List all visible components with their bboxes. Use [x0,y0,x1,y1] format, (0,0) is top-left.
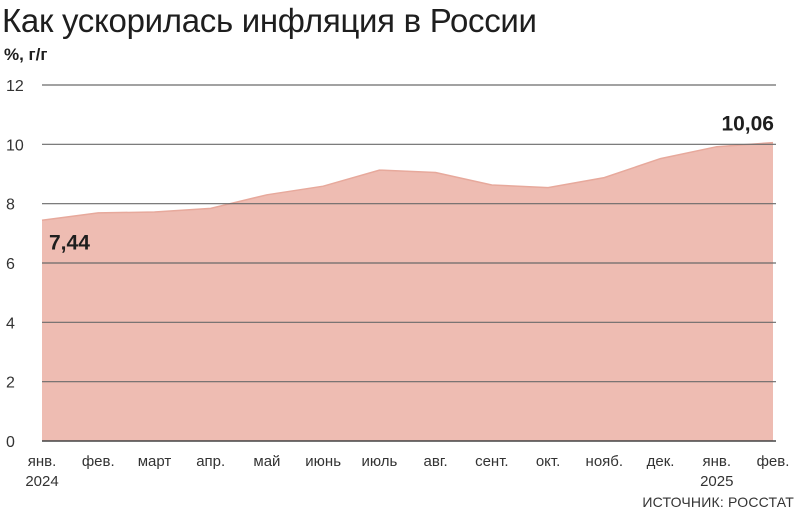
y-tick-label-12: 12 [6,78,24,95]
year-label-2025: 2025 [700,473,733,490]
y-tick-label-4: 4 [6,315,15,332]
x-tick-label-0: янв. [28,453,57,470]
y-tick-label-0: 0 [6,434,15,451]
x-tick-label-1: фев. [82,453,115,470]
x-tick-label-11: дек. [647,453,675,470]
x-tick-label-5: июнь [305,453,341,470]
x-tick-label-8: сент. [475,453,509,470]
source-note: ИСТОЧНИК: РОССТАТ [642,494,794,510]
x-tick-label-9: окт. [536,453,560,470]
y-tick-label-6: 6 [6,256,15,273]
x-tick-label-3: апр. [196,453,225,470]
x-tick-label-12: янв. [702,453,731,470]
y-tick-label-10: 10 [6,137,24,154]
x-tick-label-10: нояб. [586,453,624,470]
x-tick-label-7: авг. [424,453,448,470]
x-tick-label-2: март [138,453,172,470]
inflation-area [42,142,773,441]
data-label-13: 10,06 [721,113,774,136]
year-label-2024: 2024 [25,473,58,490]
y-unit-label: %, г/г [4,45,48,64]
data-label-0: 7,44 [49,231,90,254]
x-tick-label-13: фев. [757,453,790,470]
x-tick-label-4: май [253,453,280,470]
chart-title: Как ускорилась инфляция в России [2,2,537,39]
x-tick-label-6: июль [361,453,397,470]
y-tick-label-8: 8 [6,197,15,214]
inflation-line [41,141,774,222]
y-tick-label-2: 2 [6,375,15,392]
